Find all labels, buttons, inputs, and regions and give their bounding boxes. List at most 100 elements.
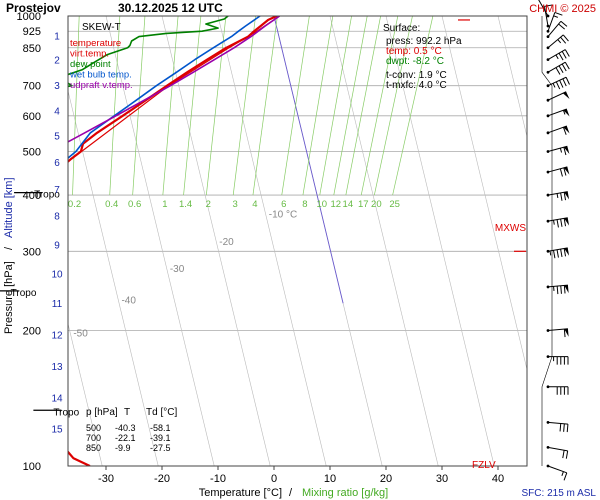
isotherm-label--20: -20 [219, 237, 234, 248]
wind-barb-feather-22-1 [561, 471, 564, 477]
isotherm--10 [217, 16, 327, 466]
wind-barb-feather-3-0 [560, 20, 568, 27]
wind-barb-11 [546, 145, 570, 156]
wind-barb-staff-6 [547, 61, 566, 73]
surface-title: Surface: [383, 23, 420, 34]
mixing-line-1 [72, 16, 80, 196]
ylabel-pressure: Pressure [hPa] [3, 261, 15, 334]
wind-barb-8 [546, 91, 570, 102]
wind-barb-feather-15-5 [549, 250, 552, 256]
wind-barb-1 [544, 4, 553, 28]
wind-barb-pennant-8-0 [562, 91, 570, 99]
wind-barb-staff-8 [547, 91, 567, 101]
altitude-tick-5: 5 [54, 132, 60, 143]
wind-barb-feather-15-1 [563, 248, 567, 257]
pressure-tick-100: 100 [23, 461, 41, 473]
ylabel-separator: / [3, 246, 15, 250]
wind-barb-staff-9 [547, 108, 567, 117]
wind-barb-feather-4-1 [560, 36, 567, 44]
table-row-850-t: -9.9 [115, 443, 131, 453]
tropopause-label-0: Tropo [53, 407, 79, 418]
wind-barb-feather-16-3 [556, 286, 559, 295]
legend-item-3: wet bulb temp. [69, 70, 132, 81]
wind-barb-feather-12-1 [563, 167, 567, 176]
pressure-tick-500: 500 [23, 146, 41, 158]
wind-barb-feather-11-2 [559, 148, 563, 153]
mixing-label-11: 10 [316, 199, 327, 210]
surface-temp: temp: 0.5 °C [386, 46, 442, 57]
wind-barb-feather-5-2 [558, 52, 564, 61]
mixing-line-6 [205, 16, 227, 196]
legend-item-1: virt.temp. [70, 49, 109, 60]
wind-barb-feather-5-0 [564, 49, 570, 57]
altitude-tick-3: 3 [54, 81, 60, 92]
isotherm--30 [105, 16, 215, 466]
wind-barb-staff-11 [547, 145, 568, 152]
x-tick-40: 40 [492, 473, 504, 485]
sfc-label: SFC: 215 m ASL [522, 488, 597, 499]
wind-barb-pennant-11-0 [563, 146, 570, 155]
wind-barb-dot-11 [546, 150, 550, 153]
altitude-tick-14: 14 [51, 393, 63, 404]
wind-barb-feather-20-0 [566, 424, 569, 433]
mixing-label-2: 0.4 [105, 199, 118, 210]
series-temperature [68, 16, 278, 466]
wind-barb-dot-13 [546, 193, 550, 197]
profile-series [68, 16, 281, 466]
wind-profile-line [541, 16, 553, 466]
wind-barb-2 [546, 11, 563, 33]
mixing-line-9 [281, 16, 310, 196]
wind-barb-17 [546, 328, 569, 338]
wind-barb-feather-20-2 [559, 423, 562, 432]
y-axis-title: Pressure [hPa] / Altitude [km] [3, 177, 15, 334]
legend-item-2: dew point [70, 59, 111, 70]
wind-barb-16 [546, 284, 569, 295]
wind-barb-feather-14-2 [560, 218, 563, 227]
wind-barb-dot-16 [546, 285, 550, 289]
wind-barb-staff-4 [547, 34, 564, 49]
wind-barb-feather-14-1 [563, 218, 567, 227]
mixing-label-1: 0.2 [68, 199, 81, 210]
wind-barb-dot-6 [546, 70, 550, 74]
wind-barb-feather-13-2 [560, 192, 563, 201]
table-row-700-t: -22.1 [115, 433, 136, 443]
table-row-500-p: 500 [86, 423, 101, 433]
mixing-line-2 [109, 16, 121, 196]
wind-barb-feather-6-0 [564, 61, 570, 70]
wind-barb-15 [546, 247, 570, 259]
x-tick-10: 10 [324, 473, 336, 485]
wind-barb-feather-6-3 [555, 67, 561, 75]
pressure-tick-300: 300 [23, 246, 41, 258]
wind-barb-feather-4-0 [562, 34, 569, 42]
mixing-ratio-lines: 0.1 0.2 0.4 0.6 1 1.4 2 3 4 6 8 10 12 14 17 20 25 [68, 16, 434, 210]
mixing-line-14 [360, 16, 399, 196]
surface-press: press: 992.2 hPa [386, 36, 462, 47]
mixing-label-14: 17 [358, 199, 369, 210]
mixing-line-10 [302, 16, 334, 196]
wind-barb-feather-1-0 [544, 4, 553, 7]
wind-barb-feather-16-2 [560, 285, 562, 294]
wind-barb-3 [546, 20, 568, 38]
wind-barb-feather-7-2 [559, 80, 564, 88]
wind-barb-staff-21 [547, 446, 568, 452]
wind-barb-feather-4-2 [557, 39, 562, 44]
wind-barb-dot-0 [546, 14, 550, 18]
mixing-label-9: 6 [281, 199, 286, 210]
wind-barb-feather-2-0 [554, 11, 563, 16]
mixing-line-15 [374, 16, 413, 196]
wind-barb-21 [546, 445, 569, 459]
wind-barb-dot-10 [546, 131, 550, 135]
wind-barb-feather-15-2 [560, 248, 563, 258]
isotherm-label--50: -50 [73, 328, 88, 339]
wind-barb-10 [546, 125, 570, 135]
altitude-tick-9: 9 [54, 240, 60, 251]
series-udpraft-v-temp- [68, 16, 281, 143]
table-row-500-t: -40.3 [115, 423, 136, 433]
altitude-tick-13: 13 [51, 362, 63, 373]
wind-barb-feather-12-2 [559, 168, 563, 177]
mixing-line-8 [252, 16, 278, 196]
mxws-label: MXWS [495, 223, 526, 234]
pressure-tick-1000: 1000 [17, 11, 41, 23]
wind-barb-feather-6-2 [558, 65, 564, 74]
pressure-tick-600: 600 [23, 111, 41, 123]
